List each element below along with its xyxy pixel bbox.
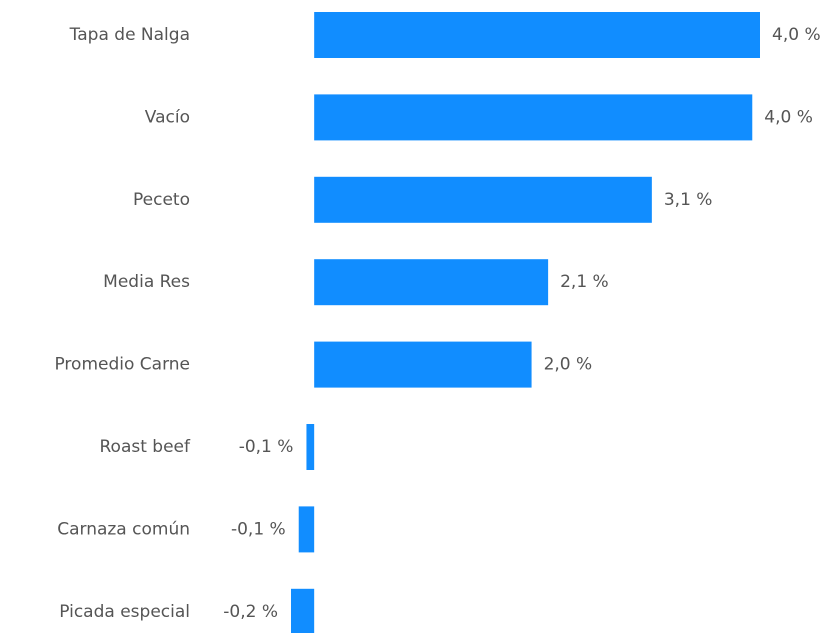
value-label: 4,0 % (764, 107, 813, 127)
bar (314, 12, 760, 58)
category-label: Promedio Carne (54, 355, 190, 375)
value-label: -0,1 % (239, 437, 294, 457)
category-label: Vacío (145, 107, 190, 127)
value-label: 3,1 % (664, 190, 713, 210)
category-label: Peceto (133, 190, 190, 210)
bar (298, 506, 315, 553)
bar (314, 259, 549, 306)
value-label: 2,1 % (560, 272, 609, 292)
value-label: -0,1 % (231, 519, 286, 539)
bar (291, 588, 315, 633)
category-label: Picada especial (59, 602, 190, 622)
bar (314, 341, 532, 388)
category-label: Media Res (103, 272, 190, 292)
bar (314, 94, 753, 141)
category-label: Roast beef (100, 437, 192, 457)
category-label: Carnaza común (57, 519, 190, 539)
value-label: 4,0 % (772, 25, 821, 45)
bar (306, 424, 315, 470)
value-label: -0,2 % (223, 602, 278, 622)
bar (314, 176, 652, 223)
value-label: 2,0 % (544, 355, 593, 375)
category-label: Tapa de Nalga (69, 25, 190, 45)
